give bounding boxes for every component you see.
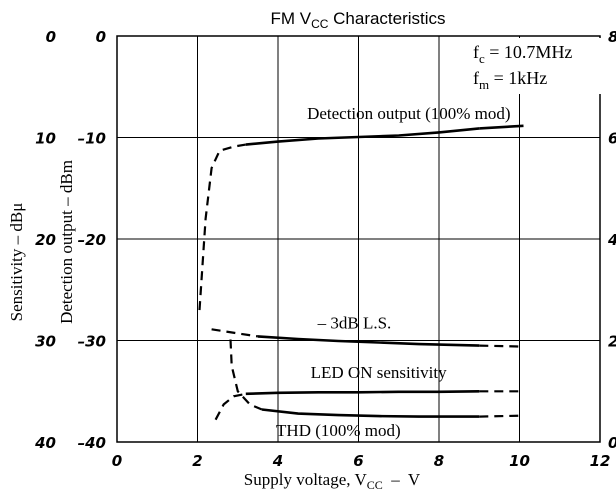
y-tick-label-detection-output: –10	[78, 130, 106, 148]
y-tick-label-sensitivity: 40	[34, 434, 56, 452]
x-tick-label: 0	[112, 452, 122, 470]
curve-annotations: Detection output (100% mod) – 3dB L.S. LED…	[276, 104, 511, 440]
y-tick-label-right: 6	[608, 130, 616, 148]
y-tick-label-detection-output: 0	[96, 28, 106, 46]
x-tick-label: 12	[590, 452, 611, 470]
y-tick-label-detection-output: –30	[78, 333, 106, 351]
y-tick-labels-right: 8 6 4 2 0	[607, 28, 616, 452]
curve-annotation: Detection output (100% mod)	[307, 104, 511, 123]
y-tick-label-right: 4	[607, 231, 616, 249]
conditions-box-bg	[466, 38, 604, 94]
y-tick-label-sensitivity: 20	[35, 231, 56, 249]
curve-annotation: LED ON sensitivity	[311, 363, 447, 382]
series-line-dashed-tail	[479, 414, 524, 418]
y-tick-label-right: 8	[608, 28, 616, 46]
condition-fm: fm = 1kHz	[473, 68, 547, 92]
curves	[198, 124, 524, 421]
plot-frame	[116, 35, 601, 443]
series-1	[211, 328, 524, 348]
x-axis-label: Supply voltage, VCC – V	[244, 470, 421, 492]
series-3	[229, 339, 524, 418]
series-line-solid-tail	[479, 124, 524, 130]
chart-title: FM VCC Characteristics	[270, 9, 445, 31]
series-line-dashed	[211, 328, 259, 338]
x-tick-label: 10	[509, 452, 530, 470]
y-tick-labels-detection-output: 0 –10 –20 –30 –40	[78, 28, 106, 452]
y-tick-label-detection-output: –20	[78, 231, 106, 249]
condition-fc: fc = 10.7MHz	[473, 42, 572, 66]
y-tick-label-sensitivity: 10	[35, 130, 56, 148]
series-line-solid	[245, 127, 480, 146]
x-tick-label: 8	[434, 452, 444, 470]
series-line-solid	[245, 390, 480, 396]
series-2	[214, 390, 524, 421]
series-line-dashed	[214, 392, 247, 421]
y-axis-label-detection-output: Detection output – dBm	[57, 160, 76, 324]
x-tick-label: 6	[353, 452, 363, 470]
y-tick-label-sensitivity: 30	[35, 333, 56, 351]
x-tick-label: 2	[192, 452, 202, 470]
y-tick-label-sensitivity: 0	[46, 28, 56, 46]
series-line-dashed-tail	[479, 344, 524, 348]
curve-annotation: – 3dB L.S.	[317, 313, 392, 332]
series-0	[198, 124, 524, 311]
y-tick-labels-sensitivity: 0 10 20 30 40	[34, 28, 56, 452]
curve-annotation: THD (100% mod)	[276, 421, 401, 440]
y-axis-label-sensitivity: Sensitivity – dBμ	[7, 203, 26, 322]
y-tick-label-detection-output: –40	[78, 434, 106, 452]
series-line-dashed	[198, 143, 246, 311]
x-tick-labels: 0 2 4 6 8 10 12	[112, 452, 611, 470]
x-tick-label: 4	[272, 452, 283, 470]
series-line-solid	[261, 408, 480, 418]
series-line-dashed	[229, 339, 263, 411]
series-line-solid	[257, 335, 480, 347]
y-tick-label-right: 0	[608, 434, 616, 452]
y-tick-label-right: 2	[608, 333, 616, 351]
